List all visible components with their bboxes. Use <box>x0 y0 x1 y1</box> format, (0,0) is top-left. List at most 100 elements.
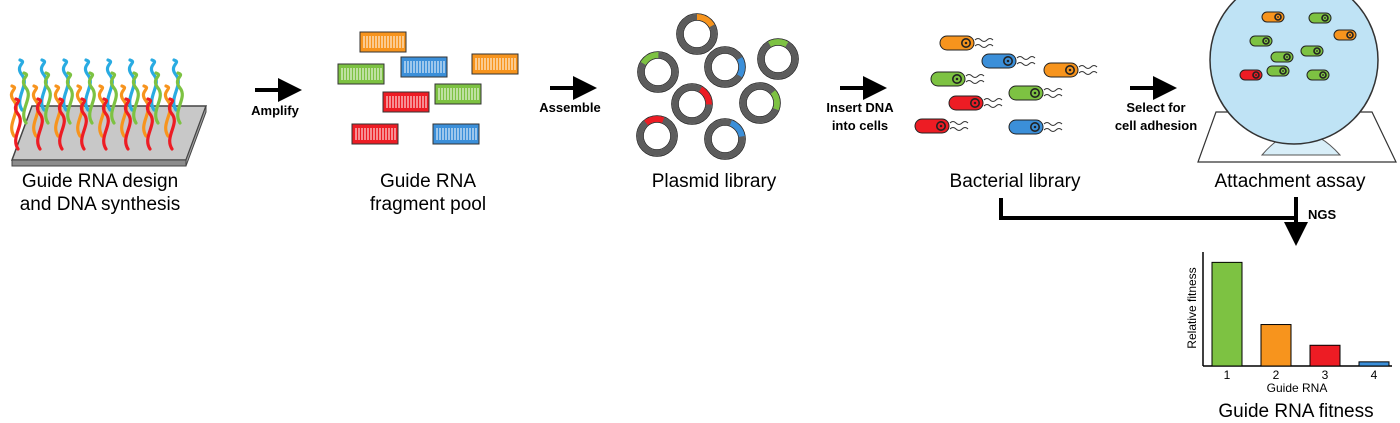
dna-strand <box>35 97 44 151</box>
fragment-pool <box>337 31 519 145</box>
plasmid <box>704 46 746 88</box>
dna-strand <box>53 84 62 138</box>
bar-4 <box>1358 361 1390 367</box>
select-label-line1: Select for <box>1126 100 1185 115</box>
bacterium <box>981 53 1036 69</box>
plasmid <box>757 38 799 80</box>
select-label-line2: cell adhesion <box>1115 118 1197 133</box>
bacterial-library <box>914 35 1098 135</box>
dna-strand <box>123 97 132 151</box>
dna-fragment <box>400 56 448 78</box>
x-tick-label: 1 <box>1224 368 1231 382</box>
bacterium <box>1333 29 1357 41</box>
dna-strand <box>9 84 18 138</box>
dna-strand <box>149 58 158 112</box>
plasmid <box>671 83 713 125</box>
dna-strand <box>61 58 70 112</box>
dna-strand <box>79 97 88 151</box>
bacterium <box>1270 51 1294 63</box>
insert-label-line2: into cells <box>832 118 888 133</box>
bacterium <box>1008 85 1063 101</box>
dna-strand <box>43 71 52 125</box>
bacterial-label: Bacterial library <box>950 171 1081 192</box>
bacterium <box>1239 69 1263 81</box>
dna-strand <box>131 71 140 125</box>
insert-label-line1: Insert DNA <box>826 100 894 115</box>
ngs-connector <box>999 197 1308 246</box>
amplify-label: Amplify <box>251 103 299 118</box>
bacterium <box>948 95 1003 111</box>
dna-synthesis-slide <box>9 58 208 167</box>
dna-strand <box>87 71 96 125</box>
assemble-label: Assemble <box>539 100 600 115</box>
plasmid <box>739 82 781 124</box>
attached-bacteria <box>1239 11 1357 81</box>
dna-fragment <box>351 123 399 145</box>
attachment-label: Attachment assay <box>1214 171 1366 192</box>
dna-strand <box>153 71 162 125</box>
plasmid <box>704 118 746 160</box>
dna-fragment <box>382 91 430 113</box>
bacterium <box>1249 35 1273 47</box>
dna-strand <box>21 71 30 125</box>
dna-strands <box>9 58 184 151</box>
dna-strand <box>105 58 114 112</box>
bacterium <box>1306 69 1330 81</box>
bacterium <box>1261 11 1285 23</box>
dna-strand <box>13 97 22 151</box>
dna-strand <box>175 71 184 125</box>
dna-strand <box>163 84 172 138</box>
bacterium <box>1008 119 1063 135</box>
x-axis-label: Guide RNA <box>1267 381 1328 395</box>
x-tick-label: 3 <box>1322 368 1329 382</box>
dna-fragment <box>337 63 385 85</box>
attachment-assay <box>1197 0 1397 163</box>
dna-strand <box>75 84 84 138</box>
bacterium <box>1043 62 1098 78</box>
plasmid <box>637 51 679 93</box>
dna-strand <box>109 71 118 125</box>
dna-strand <box>119 84 128 138</box>
dna-fragment <box>359 31 407 53</box>
bacterium <box>1300 45 1324 57</box>
dna-strand <box>171 58 180 112</box>
dna-strand <box>101 97 110 151</box>
fragment-label-line2: fragment pool <box>370 194 486 215</box>
dna-strand <box>141 84 150 138</box>
x-tick-label: 4 <box>1371 368 1378 382</box>
bacterium <box>914 118 969 134</box>
ngs-label: NGS <box>1308 207 1337 222</box>
fragment-label-line1: Guide RNA <box>380 171 476 192</box>
bacterium <box>930 71 985 87</box>
synthesis-label-line2: and DNA synthesis <box>20 194 181 215</box>
dna-strand <box>17 58 26 112</box>
bacterium <box>1308 12 1332 24</box>
dna-fragment <box>471 53 519 75</box>
dna-strand <box>57 97 66 151</box>
bar-1 <box>1211 261 1243 367</box>
plasmid <box>676 13 718 55</box>
dna-strand <box>167 97 176 151</box>
synthesis-label-line1: Guide RNA design <box>22 171 178 192</box>
dna-strand <box>97 84 106 138</box>
dna-strand <box>83 58 92 112</box>
bacterium <box>1266 65 1290 77</box>
dna-fragment <box>432 123 480 145</box>
fitness-label: Guide RNA fitness <box>1218 401 1373 422</box>
plasmid-library <box>636 13 799 160</box>
dna-fragment <box>434 83 482 105</box>
plasmid-label: Plasmid library <box>652 171 777 192</box>
dna-strand <box>39 58 48 112</box>
dna-strand <box>65 71 74 125</box>
x-tick-label: 2 <box>1273 368 1280 382</box>
bar-2 <box>1260 324 1292 367</box>
dna-strand <box>127 58 136 112</box>
dna-strand <box>31 84 40 138</box>
fitness-bar-chart: 1 2 3 4 <box>1202 252 1392 382</box>
dna-strand <box>145 97 154 151</box>
y-axis-label: Relative fitness <box>1185 267 1199 348</box>
bar-3 <box>1309 344 1341 367</box>
plasmid <box>636 115 678 157</box>
bacterium <box>939 35 994 51</box>
